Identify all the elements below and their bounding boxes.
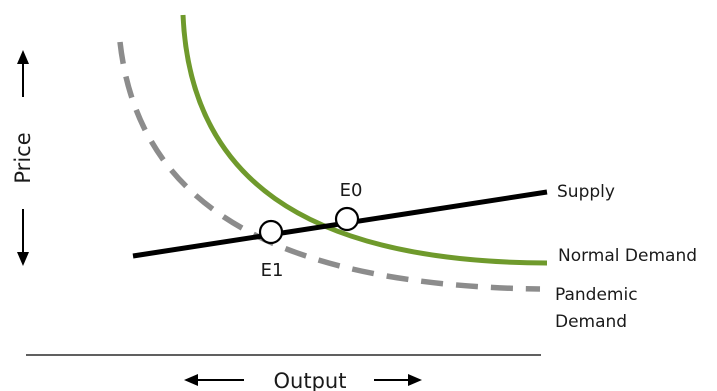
output-left-arrow (184, 374, 198, 386)
pandemic-demand-label-line2: Demand (555, 312, 627, 332)
pandemic-demand-curve (117, 41, 541, 292)
pandemic-demand-label-line1: Pandemic (555, 285, 638, 305)
output-axis-label: Output (274, 369, 347, 391)
price-axis-down-arrow (17, 252, 29, 266)
price-axis-up-arrow (17, 50, 29, 64)
equilibrium-point-e0 (334, 206, 360, 232)
normal-demand-curve (180, 14, 548, 266)
equilibrium-label-e1: E1 (261, 260, 284, 281)
equilibrium-label-e0: E0 (340, 180, 363, 201)
price-axis-label: Price (11, 132, 35, 183)
output-right-arrow (408, 374, 422, 386)
price-axis: Price (11, 50, 35, 266)
supply-label: Supply (557, 182, 615, 202)
equilibrium-point-e1 (258, 219, 284, 245)
output-axis: Output (184, 369, 422, 391)
normal-demand-label: Normal Demand (558, 246, 697, 266)
